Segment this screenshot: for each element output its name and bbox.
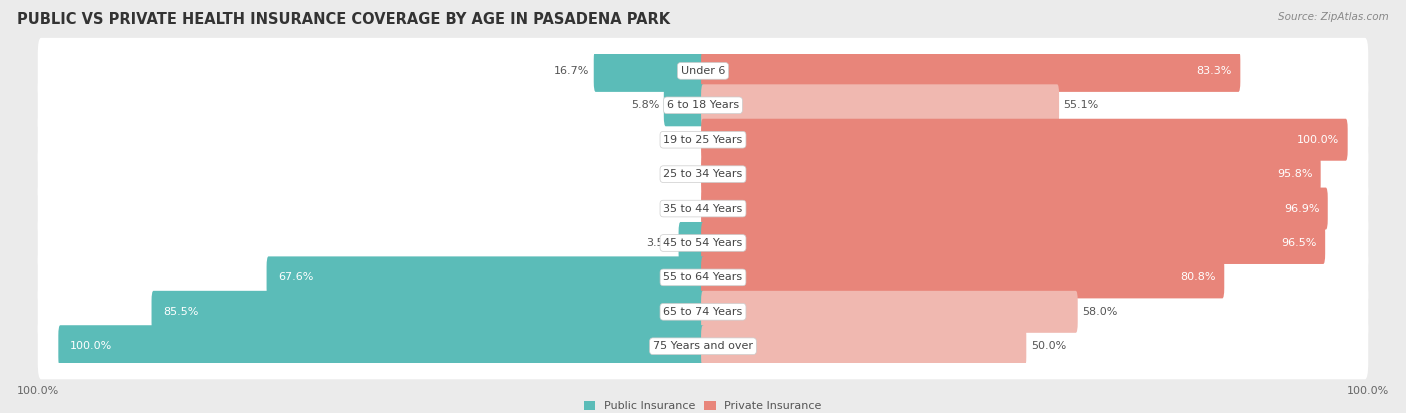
FancyBboxPatch shape bbox=[58, 325, 704, 367]
Text: 83.3%: 83.3% bbox=[1197, 66, 1232, 76]
FancyBboxPatch shape bbox=[38, 72, 1368, 138]
FancyBboxPatch shape bbox=[702, 50, 1240, 92]
Text: 3.5%: 3.5% bbox=[645, 238, 673, 248]
Text: 96.9%: 96.9% bbox=[1284, 204, 1319, 214]
FancyBboxPatch shape bbox=[267, 256, 704, 298]
Text: 100.0%: 100.0% bbox=[1347, 387, 1389, 396]
Text: 80.8%: 80.8% bbox=[1181, 273, 1216, 282]
FancyBboxPatch shape bbox=[702, 325, 1026, 367]
Text: PUBLIC VS PRIVATE HEALTH INSURANCE COVERAGE BY AGE IN PASADENA PARK: PUBLIC VS PRIVATE HEALTH INSURANCE COVER… bbox=[17, 12, 671, 27]
Text: 96.5%: 96.5% bbox=[1281, 238, 1317, 248]
Text: 95.8%: 95.8% bbox=[1277, 169, 1312, 179]
Text: 55 to 64 Years: 55 to 64 Years bbox=[664, 273, 742, 282]
FancyBboxPatch shape bbox=[702, 256, 1225, 298]
FancyBboxPatch shape bbox=[593, 50, 704, 92]
Legend: Public Insurance, Private Insurance: Public Insurance, Private Insurance bbox=[582, 399, 824, 413]
Text: 19 to 25 Years: 19 to 25 Years bbox=[664, 135, 742, 145]
Text: 0.0%: 0.0% bbox=[668, 204, 696, 214]
FancyBboxPatch shape bbox=[664, 84, 704, 126]
FancyBboxPatch shape bbox=[38, 210, 1368, 276]
FancyBboxPatch shape bbox=[702, 153, 1320, 195]
Text: 75 Years and over: 75 Years and over bbox=[652, 341, 754, 351]
Text: 55.1%: 55.1% bbox=[1063, 100, 1099, 110]
FancyBboxPatch shape bbox=[38, 244, 1368, 311]
Text: 5.8%: 5.8% bbox=[631, 100, 659, 110]
FancyBboxPatch shape bbox=[38, 141, 1368, 207]
Text: 0.0%: 0.0% bbox=[668, 135, 696, 145]
FancyBboxPatch shape bbox=[152, 291, 704, 333]
Text: 100.0%: 100.0% bbox=[17, 387, 59, 396]
Text: 50.0%: 50.0% bbox=[1031, 341, 1066, 351]
FancyBboxPatch shape bbox=[38, 313, 1368, 379]
FancyBboxPatch shape bbox=[38, 107, 1368, 173]
Text: 35 to 44 Years: 35 to 44 Years bbox=[664, 204, 742, 214]
Text: 58.0%: 58.0% bbox=[1083, 307, 1118, 317]
FancyBboxPatch shape bbox=[38, 38, 1368, 104]
Text: 0.0%: 0.0% bbox=[668, 169, 696, 179]
Text: Under 6: Under 6 bbox=[681, 66, 725, 76]
Text: 25 to 34 Years: 25 to 34 Years bbox=[664, 169, 742, 179]
Text: 85.5%: 85.5% bbox=[163, 307, 198, 317]
FancyBboxPatch shape bbox=[38, 279, 1368, 345]
Text: 6 to 18 Years: 6 to 18 Years bbox=[666, 100, 740, 110]
Text: 67.6%: 67.6% bbox=[278, 273, 314, 282]
Text: 45 to 54 Years: 45 to 54 Years bbox=[664, 238, 742, 248]
Text: 100.0%: 100.0% bbox=[70, 341, 112, 351]
FancyBboxPatch shape bbox=[679, 222, 704, 264]
Text: 16.7%: 16.7% bbox=[554, 66, 589, 76]
FancyBboxPatch shape bbox=[702, 222, 1326, 264]
Text: Source: ZipAtlas.com: Source: ZipAtlas.com bbox=[1278, 12, 1389, 22]
FancyBboxPatch shape bbox=[702, 188, 1327, 230]
Text: 65 to 74 Years: 65 to 74 Years bbox=[664, 307, 742, 317]
FancyBboxPatch shape bbox=[702, 291, 1078, 333]
FancyBboxPatch shape bbox=[702, 119, 1348, 161]
FancyBboxPatch shape bbox=[702, 84, 1059, 126]
FancyBboxPatch shape bbox=[38, 176, 1368, 242]
Text: 100.0%: 100.0% bbox=[1298, 135, 1340, 145]
